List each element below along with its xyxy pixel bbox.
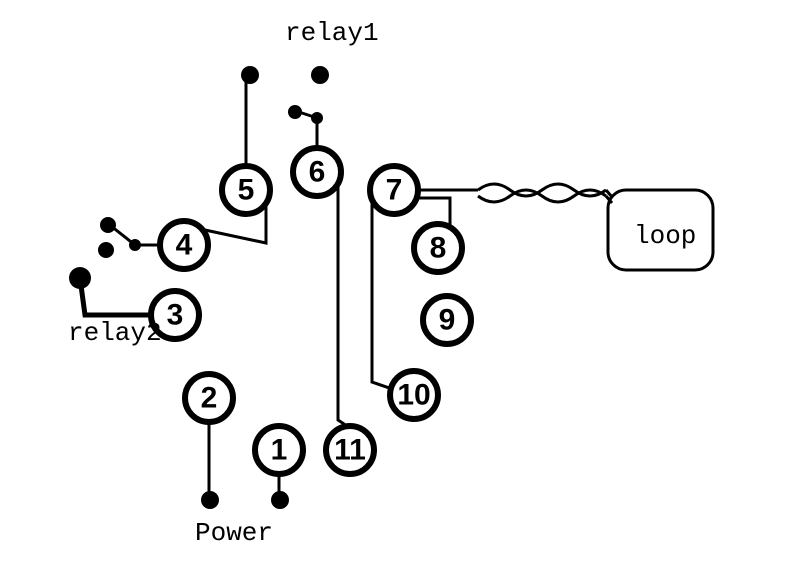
pin-5: 5	[222, 166, 270, 214]
wire-pin3-relay2	[80, 278, 153, 315]
wire-7-to-10	[372, 195, 395, 390]
term-power-left	[201, 491, 219, 509]
label-loop: loop	[634, 221, 696, 251]
svg-text:5: 5	[238, 174, 255, 207]
svg-text:8: 8	[430, 232, 447, 265]
term-relay1-left	[241, 66, 259, 84]
pin-6: 6	[293, 148, 341, 196]
svg-text:2: 2	[201, 382, 218, 415]
label-relay2: relay2	[68, 318, 162, 348]
svg-text:3: 3	[167, 299, 184, 332]
term-relay2-lower	[98, 242, 114, 258]
pin-9: 9	[423, 296, 471, 344]
pin-8: 8	[414, 224, 462, 272]
term-relay1-sw	[288, 105, 302, 119]
svg-text:10: 10	[397, 379, 430, 412]
pin-11: 11	[326, 426, 374, 474]
wire-6-to-11	[338, 182, 350, 428]
pin-4: 4	[160, 221, 208, 269]
label-power: Power	[195, 518, 273, 548]
wiring-diagram: loop 1 2 3 4 5 6 7 8 9 10 11 relay1 rela…	[0, 0, 800, 566]
relay1-pivot	[311, 112, 323, 124]
pin-10: 10	[390, 371, 438, 419]
term-relay1-right	[311, 66, 329, 84]
twisted-pair	[478, 184, 606, 202]
term-relay2-upper	[100, 217, 116, 233]
loop-box: loop	[608, 190, 713, 270]
svg-text:1: 1	[271, 434, 288, 467]
svg-text:6: 6	[309, 156, 326, 189]
term-power-right	[271, 491, 289, 509]
label-relay1: relay1	[285, 18, 379, 48]
pin-1: 1	[255, 426, 303, 474]
pin-7: 7	[370, 166, 418, 214]
svg-text:4: 4	[176, 229, 193, 262]
relay2-pivot	[129, 239, 141, 251]
term-relay2-blob	[69, 267, 91, 289]
pin-2: 2	[185, 374, 233, 422]
svg-text:11: 11	[334, 434, 366, 467]
wire-pin5-relay1	[246, 75, 250, 170]
svg-text:9: 9	[439, 304, 456, 337]
svg-text:7: 7	[386, 174, 403, 207]
